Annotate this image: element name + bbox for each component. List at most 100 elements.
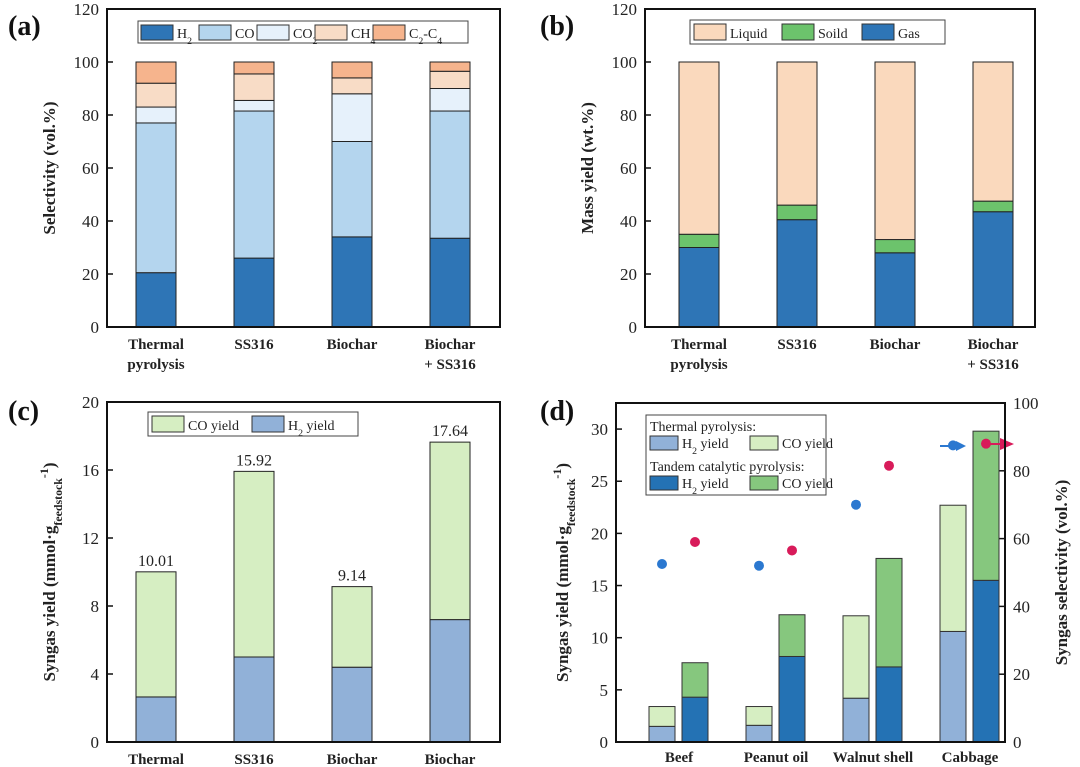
x-tick-label: Biochar <box>327 752 378 767</box>
bar-Gas <box>776 219 818 328</box>
y-axis-label: Selectivity (vol.%) <box>40 101 59 234</box>
bar-Thermal-CO-yield <box>939 504 967 632</box>
x-tick-label: Biochar <box>425 752 476 767</box>
y-tick-label: 25 <box>591 472 608 491</box>
text-part: -C <box>423 27 437 42</box>
superscript: -1 <box>550 469 564 479</box>
bar-Soild <box>874 239 916 254</box>
legend: Thermal pyrolysis: Tandem catalytic pyrol… <box>645 414 833 497</box>
legend-label: H2 yield <box>682 477 729 497</box>
y-tick-label: 4 <box>91 665 100 684</box>
bar-CO <box>331 141 373 238</box>
x-tick-label: SS316 <box>777 337 817 353</box>
legend-swatch <box>151 415 185 433</box>
legend-label: CO <box>235 27 254 42</box>
bar-Liquid <box>776 61 818 206</box>
bar-H2 <box>331 236 373 328</box>
bar-H2 <box>135 272 177 328</box>
subscript: 4 <box>370 36 375 47</box>
x-tick-label: SS316 <box>234 752 274 767</box>
legend-label: Soild <box>818 27 848 42</box>
y2-tick-label: 40 <box>1013 597 1030 616</box>
bar-Tandem-H2-yield <box>681 696 709 743</box>
text-part: CO yield <box>188 419 239 434</box>
y-tick-label: 20 <box>82 265 99 284</box>
subscript: 2 <box>312 36 317 47</box>
bar-C2-C4 <box>135 61 177 84</box>
legend-swatch <box>861 23 895 41</box>
text-part: Syngas yield (mmol·g <box>553 526 572 682</box>
bar-CO-yield <box>331 586 373 668</box>
bar-Thermal-H2-yield <box>745 724 773 743</box>
bar-CO2 <box>233 99 275 112</box>
panel-0: (a) 0 20 40 60 80 100 120 Selectivity (vol.%) The… <box>8 0 501 373</box>
arrow-head-icon <box>1000 438 1014 450</box>
subscript: 2 <box>692 446 697 457</box>
bar-C2-C4 <box>429 61 471 72</box>
text-part: CO yield <box>782 437 833 452</box>
legend-swatch <box>781 23 815 41</box>
bar-Thermal-H2-yield <box>648 725 676 743</box>
bar-CH4 <box>135 82 177 108</box>
legend-swatch <box>198 24 232 41</box>
bar-C2-C4 <box>233 61 275 75</box>
plot-frame <box>106 401 501 743</box>
subscript: feedstock <box>51 478 65 526</box>
x-tick-label: Biochar <box>425 337 476 353</box>
bar-CH4 <box>233 73 275 101</box>
legend: CO yield H2 yield <box>147 411 359 439</box>
legend-label: C2-C4 <box>409 27 442 47</box>
y-tick-label: 0 <box>600 733 609 752</box>
bar-H2-yield <box>233 656 275 743</box>
bar-H2-yield <box>331 666 373 743</box>
y-tick-label: 0 <box>91 733 100 752</box>
bar-CO2 <box>331 93 373 143</box>
subscript: 2 <box>298 428 303 439</box>
x-tick-label: Peanut oil <box>744 750 809 766</box>
y-tick-label: 15 <box>591 577 608 596</box>
x-tick-label: Thermal <box>128 337 184 353</box>
bar-Liquid <box>874 61 916 241</box>
y-axis-label: Syngas yield (mmol·gfeedstock-1) <box>550 463 578 682</box>
selectivity-point <box>690 536 700 547</box>
x-tick-label: Thermal <box>671 337 727 353</box>
y-tick-label: 120 <box>74 0 100 19</box>
bar-Gas <box>678 247 720 328</box>
bar-Tandem-CO-yield <box>875 557 903 668</box>
legend-swatch <box>256 24 290 41</box>
y2-tick-label: 80 <box>1013 462 1030 481</box>
legend-swatch <box>749 475 779 491</box>
legend-box <box>689 19 946 45</box>
plot-frame <box>644 8 1036 328</box>
bar-H2 <box>429 237 471 328</box>
x-tick-label: Beef <box>665 750 694 766</box>
subscript: feedstock <box>564 478 578 526</box>
bar-Thermal-H2-yield <box>939 630 967 743</box>
legend-swatch <box>251 415 285 433</box>
x-tick-label: Thermal <box>128 752 184 767</box>
y-tick-label: 60 <box>82 159 99 178</box>
panel-label: (b) <box>540 11 574 42</box>
legend-swatch <box>749 435 779 451</box>
text-part: yield <box>303 419 335 434</box>
bar-Liquid <box>678 61 720 235</box>
x-tick-label: Biochar <box>968 337 1019 353</box>
legend-label: Gas <box>898 27 920 42</box>
bar-CO-yield <box>135 571 177 698</box>
x-tick-label: pyrolysis <box>127 357 184 373</box>
legend-label: CH4 <box>351 27 375 47</box>
y-tick-label: 100 <box>74 53 100 72</box>
y-tick-label: 120 <box>612 0 638 19</box>
bar-Tandem-H2-yield <box>875 666 903 743</box>
bar-Tandem-CO-yield <box>778 614 806 657</box>
y-tick-label: 5 <box>600 681 609 700</box>
bar-Tandem-CO-yield <box>972 430 1000 581</box>
legend-swatch <box>693 23 727 41</box>
subscript: 2 <box>692 486 697 497</box>
y-tick-label: 80 <box>82 106 99 125</box>
bar-CO <box>429 110 471 239</box>
y2-axis-label: Syngas selectivity (vol.%) <box>1052 480 1071 666</box>
plot-frame <box>106 8 501 328</box>
text-part: ) <box>553 463 572 469</box>
x-tick-label: pyrolysis <box>670 357 727 373</box>
